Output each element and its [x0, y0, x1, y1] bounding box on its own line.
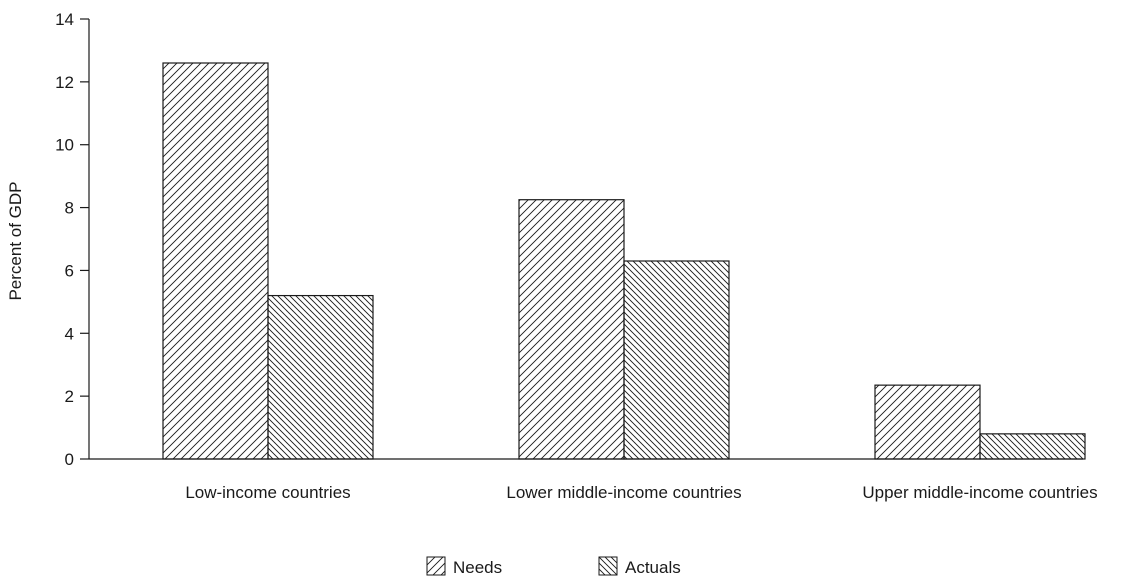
y-tick-label: 10: [55, 136, 74, 155]
bar-actuals: [979, 433, 1086, 460]
legend-swatch-needs: [426, 556, 446, 576]
legend-label-actuals: Actuals: [625, 558, 681, 577]
bar-needs: [162, 62, 269, 460]
y-tick-label: 8: [65, 199, 74, 218]
y-axis-title: Percent of GDP: [6, 181, 25, 300]
bars-group: [162, 62, 1086, 460]
y-tick-label: 6: [65, 261, 74, 280]
bar-needs: [874, 384, 981, 460]
x-category-label: Low-income countries: [185, 483, 350, 502]
x-category-label: Upper middle-income countries: [862, 483, 1097, 502]
x-axis: Low-income countries Lower middle-income …: [89, 458, 1098, 502]
bar-needs: [518, 199, 625, 460]
y-tick-label: 0: [65, 450, 74, 469]
bar-actuals: [267, 294, 374, 460]
legend-swatch-actuals: [598, 556, 618, 576]
bar-actuals: [623, 260, 730, 460]
y-tick-label: 2: [65, 387, 74, 406]
y-axis: 0 2 4 6 8 10 12 14: [55, 10, 90, 469]
y-tick-label: 4: [65, 324, 74, 343]
legend: Needs Actuals: [426, 556, 681, 577]
x-category-label: Lower middle-income countries: [506, 483, 741, 502]
legend-label-needs: Needs: [453, 558, 502, 577]
y-tick-label: 12: [55, 73, 74, 92]
y-tick-label: 14: [55, 10, 74, 29]
